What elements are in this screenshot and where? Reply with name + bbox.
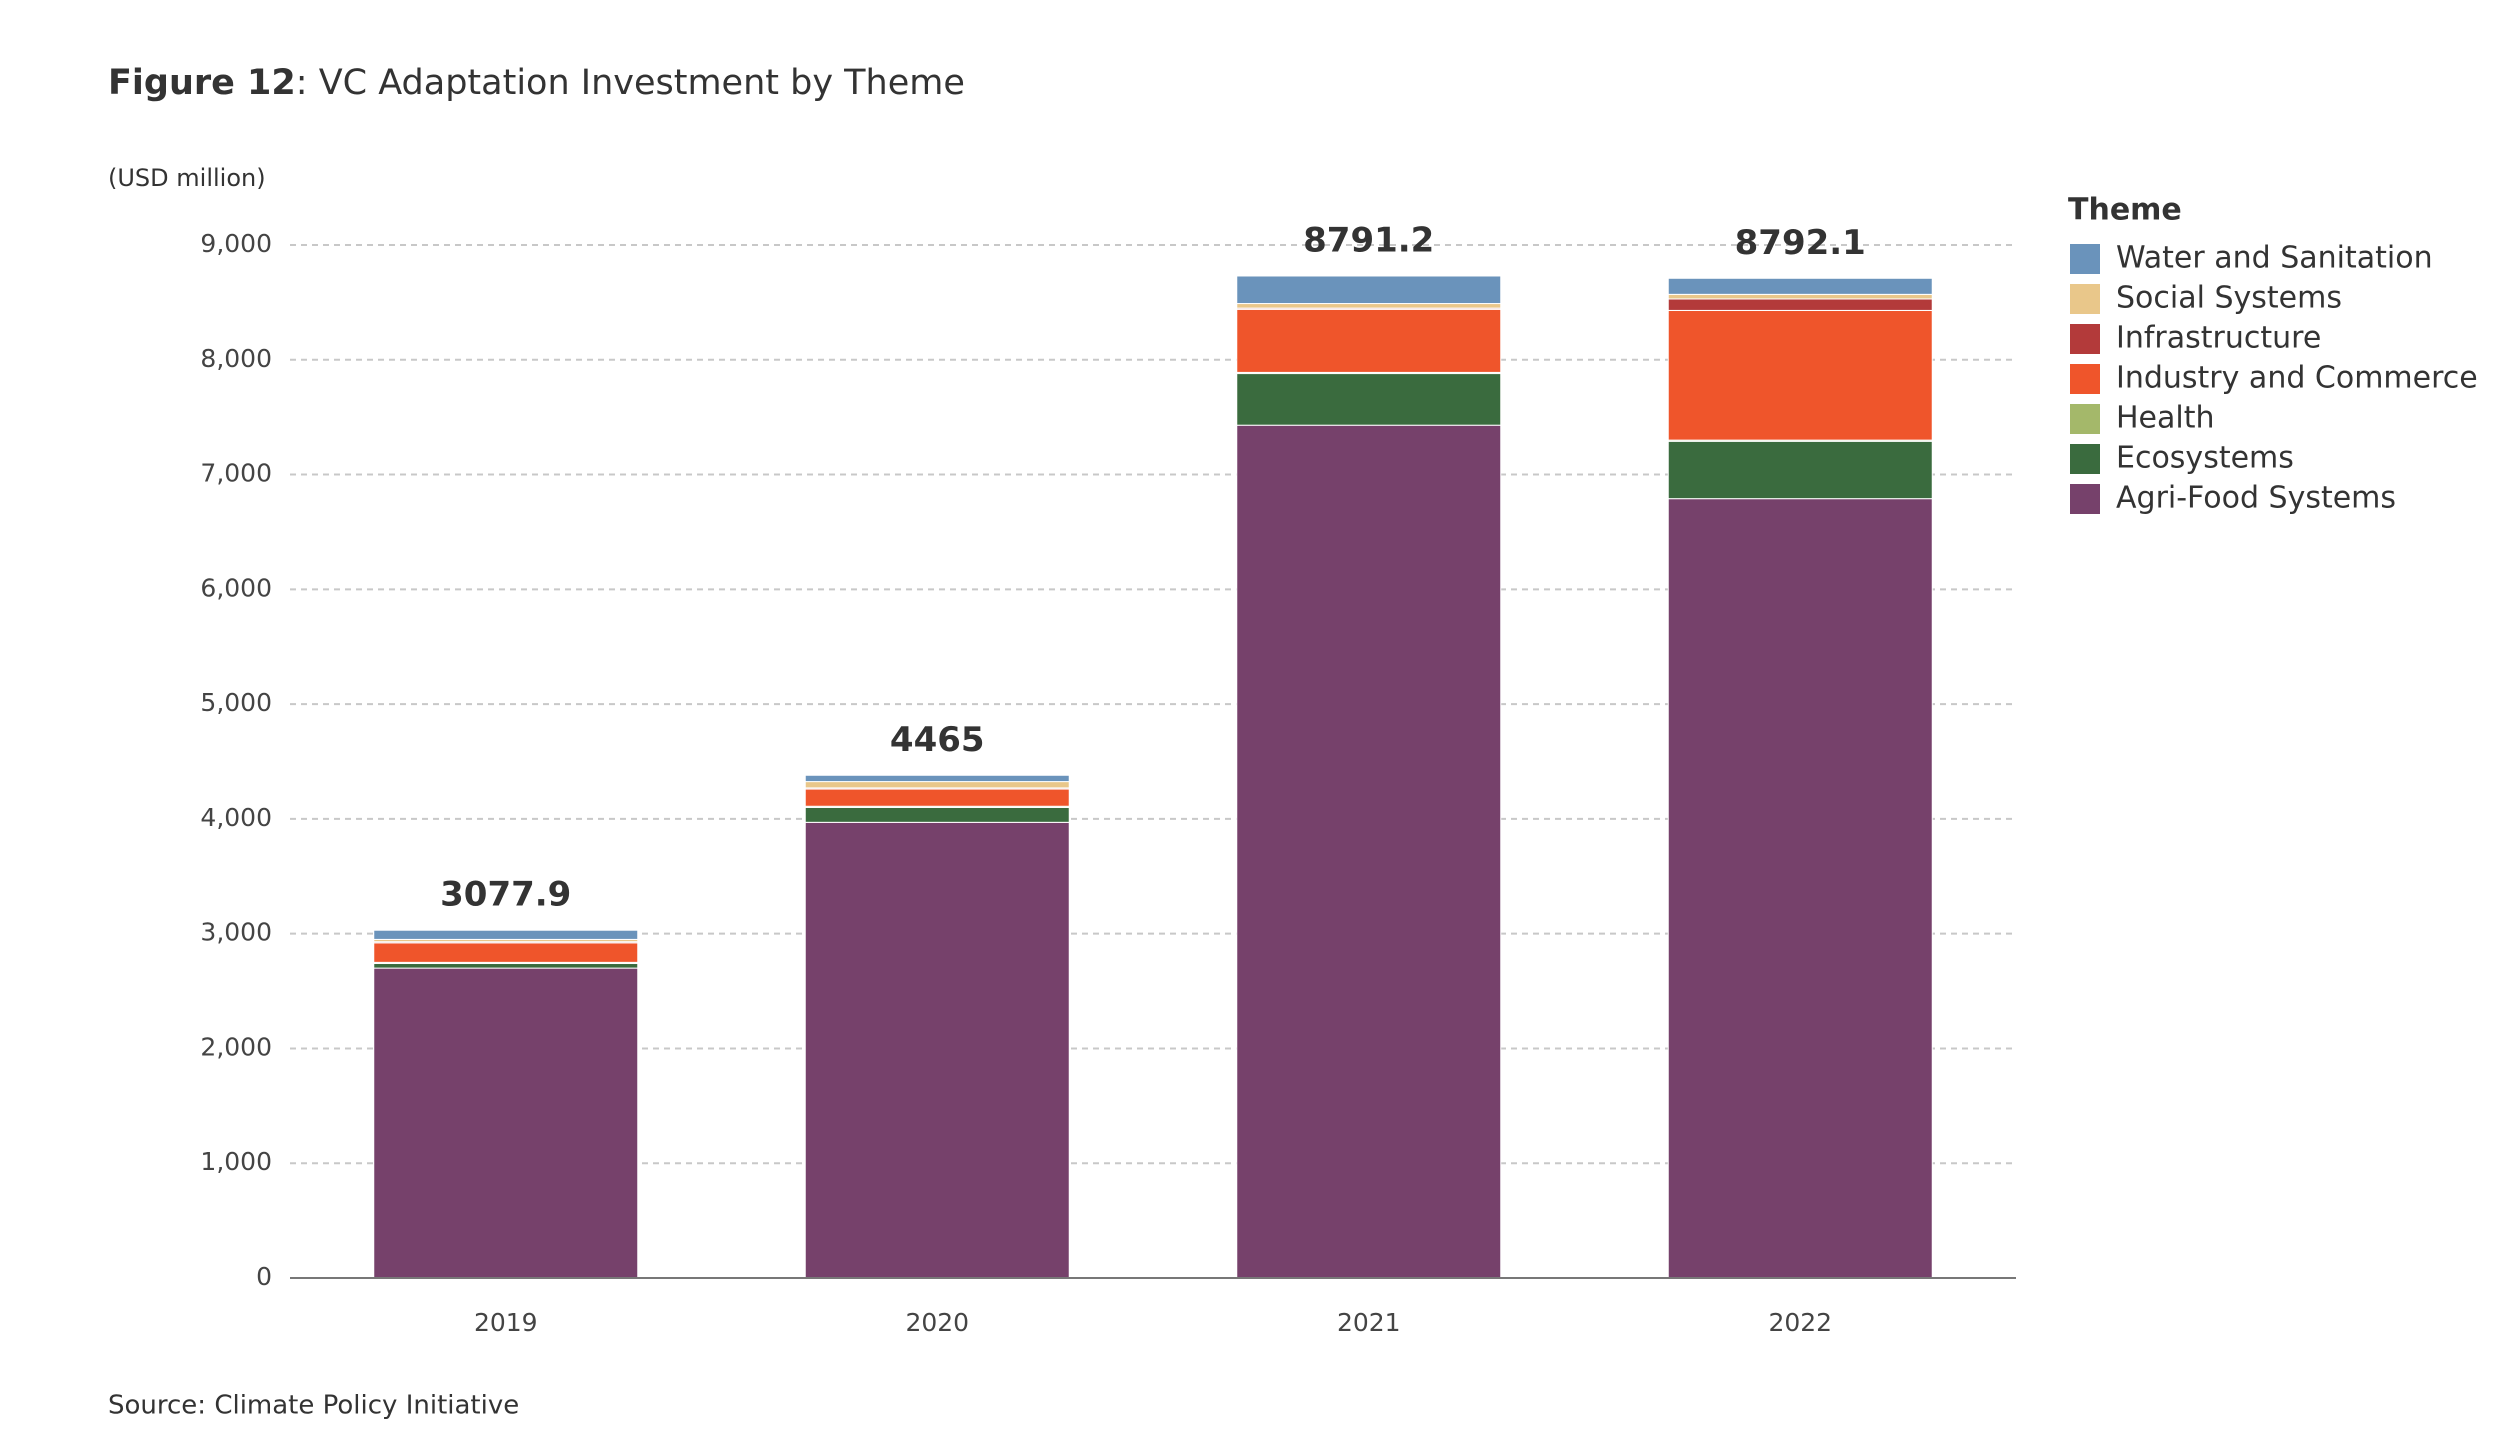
bar-segment: [804, 806, 1070, 823]
y-tick-label: 5,000: [200, 688, 272, 717]
bar-segment: [1667, 440, 1933, 500]
x-tick-label: 2020: [905, 1308, 969, 1337]
title-text: VC Adaptation Investment by Theme: [319, 63, 965, 103]
bar-segment: [1667, 293, 1933, 300]
chart-title: Figure 12: VC Adaptation Investment by T…: [108, 63, 965, 103]
legend-label: Water and Sanitation: [2116, 241, 2433, 276]
bar-segment: [1236, 373, 1502, 426]
bar-segment: [373, 942, 639, 963]
bar-segment: [804, 781, 1070, 789]
legend-swatch: [2070, 324, 2100, 354]
y-tick-label: 9,000: [200, 229, 272, 258]
x-tick-label: 2021: [1337, 1308, 1401, 1337]
total-label: 3077.9: [440, 875, 571, 915]
y-tick-label: 4,000: [200, 803, 272, 832]
bar-segment: [1667, 298, 1933, 311]
legend-label: Social Systems: [2116, 281, 2342, 316]
y-tick-label: 7,000: [200, 459, 272, 488]
legend-swatch: [2070, 484, 2100, 514]
bar-segment: [804, 821, 1070, 1279]
x-tick-label: 2022: [1768, 1308, 1832, 1337]
source: Source: Climate Policy Initiative: [108, 1391, 519, 1421]
legend-swatch: [2070, 444, 2100, 474]
legend-swatch: [2070, 284, 2100, 314]
bar-segment: [804, 788, 1070, 807]
y-axis-label: (USD million): [108, 164, 266, 192]
bar-segment: [373, 963, 639, 969]
legend-title: Theme: [2068, 193, 2182, 228]
bar-segment: [1667, 309, 1933, 441]
total-label: 8792.1: [1735, 223, 1866, 263]
legend-swatch: [2070, 364, 2100, 394]
total-label: 4465: [890, 720, 985, 760]
bar-segment: [1667, 498, 1933, 1279]
legend-swatch: [2070, 244, 2100, 274]
total-label: 8791.2: [1303, 220, 1434, 260]
bar-segment: [1667, 277, 1933, 295]
bar-segment: [804, 774, 1070, 783]
bar-segment: [1236, 308, 1502, 373]
x-tick-label: 2019: [474, 1308, 538, 1337]
bar-segment: [1236, 275, 1502, 305]
legend-label: Ecosystems: [2116, 441, 2294, 476]
y-tick-label: 3,000: [200, 918, 272, 947]
legend-label: Agri-Food Systems: [2116, 481, 2396, 516]
legend-label: Infrastructure: [2116, 321, 2321, 356]
bar-segment: [1236, 303, 1502, 309]
legend-label: Health: [2116, 401, 2215, 436]
bar-segment: [373, 967, 639, 1279]
y-tick-label: 2,000: [200, 1032, 272, 1061]
y-tick-label: 1,000: [200, 1147, 272, 1176]
y-tick-label: 8,000: [200, 344, 272, 373]
legend-label: Industry and Commerce: [2116, 361, 2478, 396]
y-tick-label: 6,000: [200, 573, 272, 602]
bar-segment: [1236, 424, 1502, 1279]
bar-segment: [373, 929, 639, 940]
legend-swatch: [2070, 404, 2100, 434]
figure-label: Figure 12: [108, 63, 296, 103]
y-tick-label: 0: [256, 1262, 272, 1291]
